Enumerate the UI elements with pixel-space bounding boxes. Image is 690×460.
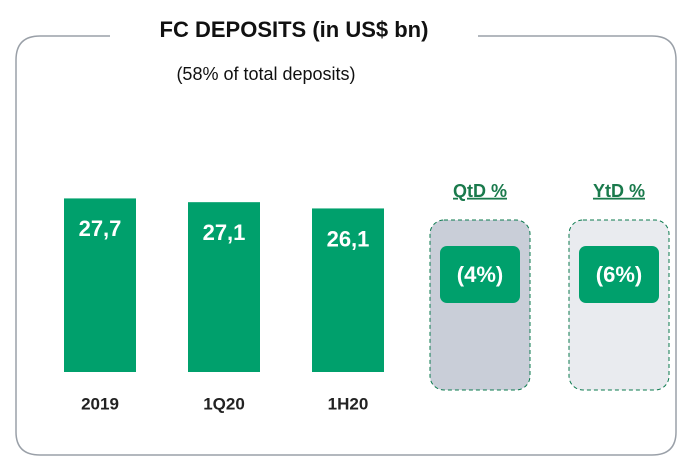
metric-pill bbox=[579, 246, 659, 303]
metric-pill bbox=[440, 246, 520, 303]
x-tick-label: 2019 bbox=[81, 394, 119, 413]
metric-heading: QtD % bbox=[453, 181, 507, 201]
metric-box bbox=[568, 219, 670, 391]
value-label: 26,1 bbox=[327, 226, 370, 251]
metric-value: (6%) bbox=[596, 262, 642, 287]
metric-value: (4%) bbox=[457, 262, 503, 287]
value-label: 27,7 bbox=[79, 216, 122, 241]
metric-box bbox=[429, 219, 531, 391]
x-tick-label: 1Q20 bbox=[203, 394, 245, 413]
frame bbox=[15, 35, 677, 456]
bar bbox=[64, 198, 136, 372]
bar bbox=[188, 202, 260, 372]
x-tick-label: 1H20 bbox=[328, 394, 369, 413]
chart-subtitle: (58% of total deposits) bbox=[176, 64, 355, 84]
chart-title: FC DEPOSITS (in US$ bn) bbox=[160, 17, 429, 42]
value-label: 27,1 bbox=[203, 220, 246, 245]
metric-heading: YtD % bbox=[593, 181, 645, 201]
bar bbox=[312, 208, 384, 372]
